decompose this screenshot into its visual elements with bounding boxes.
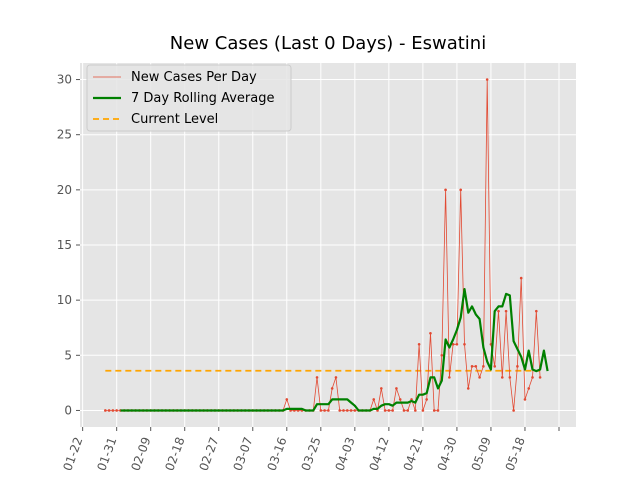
daily-cases-point: [115, 409, 118, 412]
y-tick-label: 20: [57, 183, 72, 197]
daily-cases-point: [493, 365, 497, 368]
series-layer: [104, 78, 549, 412]
daily-cases-point: [440, 354, 444, 357]
daily-cases-point: [319, 409, 323, 412]
y-tick-label: 25: [57, 128, 72, 142]
daily-cases-point: [535, 309, 538, 313]
daily-cases-point: [425, 398, 428, 401]
y-tick-label: 30: [57, 73, 72, 87]
daily-cases-point: [531, 376, 534, 379]
chart-title: New Cases (Last 0 Days) - Eswatini: [170, 33, 486, 54]
daily-cases-point: [432, 409, 436, 412]
daily-cases-point: [478, 376, 481, 379]
daily-cases-point: [353, 409, 357, 412]
daily-cases-point: [429, 331, 432, 335]
legend-label: New Cases Per Day: [131, 70, 257, 85]
daily-cases-point: [330, 387, 334, 390]
daily-cases-point: [463, 342, 466, 346]
legend-label: 7 Day Rolling Average: [131, 91, 274, 106]
daily-cases-point: [338, 409, 342, 412]
daily-cases-point: [315, 376, 319, 379]
daily-cases-point: [406, 409, 410, 412]
daily-cases-point: [482, 365, 485, 368]
daily-cases-point: [451, 342, 455, 346]
daily-cases-point: [398, 398, 402, 401]
daily-cases-point: [527, 387, 531, 390]
daily-cases-point: [455, 342, 459, 346]
daily-cases-point: [504, 309, 508, 313]
daily-cases-point: [470, 365, 474, 368]
daily-cases-point: [383, 409, 387, 412]
legend: New Cases Per Day 7 Day Rolling Average Cu…: [86, 64, 292, 132]
daily-cases-point: [387, 409, 391, 412]
daily-cases-point: [380, 387, 383, 390]
daily-cases-point: [538, 376, 542, 379]
daily-cases-point: [466, 387, 470, 390]
daily-cases-point: [436, 409, 440, 412]
daily-cases-point: [523, 398, 527, 401]
daily-cases-point: [448, 376, 451, 379]
daily-cases-point: [421, 409, 425, 412]
daily-cases-point: [327, 409, 330, 412]
rolling-average-line: [120, 288, 549, 412]
legend-label: Current Level: [131, 112, 218, 127]
daily-cases-point: [402, 409, 406, 412]
daily-cases-point: [345, 409, 349, 412]
y-tick-label: 15: [57, 238, 72, 252]
daily-cases-point: [111, 409, 115, 412]
daily-cases-point: [285, 398, 289, 401]
grid: [80, 63, 576, 427]
daily-cases-point: [417, 342, 421, 346]
daily-cases-point: [474, 365, 478, 368]
daily-cases-point: [459, 188, 462, 192]
daily-cases-point: [342, 409, 345, 412]
daily-cases-point: [414, 409, 417, 412]
daily-cases-point: [444, 188, 447, 192]
daily-cases-point: [508, 376, 512, 379]
daily-cases-point: [512, 409, 515, 412]
y-tick-label: 0: [64, 403, 72, 417]
daily-cases-point: [391, 409, 394, 412]
legend-box: [86, 64, 292, 132]
daily-cases-point: [395, 387, 398, 390]
daily-cases-point: [500, 376, 504, 379]
daily-cases-point: [349, 409, 353, 412]
daily-cases-point: [323, 409, 326, 412]
daily-cases-point: [104, 409, 107, 412]
y-axis: 0 5 10 15 20 25 30: [57, 73, 80, 417]
daily-cases-point: [485, 78, 489, 81]
daily-cases-point: [372, 398, 376, 401]
daily-cases-point: [107, 409, 111, 412]
daily-cases-point: [497, 309, 500, 313]
y-tick-label: 10: [57, 293, 72, 307]
y-tick-label: 5: [64, 348, 72, 362]
daily-cases-point: [516, 365, 519, 368]
daily-cases-point: [334, 376, 338, 379]
daily-cases-point: [519, 276, 523, 280]
